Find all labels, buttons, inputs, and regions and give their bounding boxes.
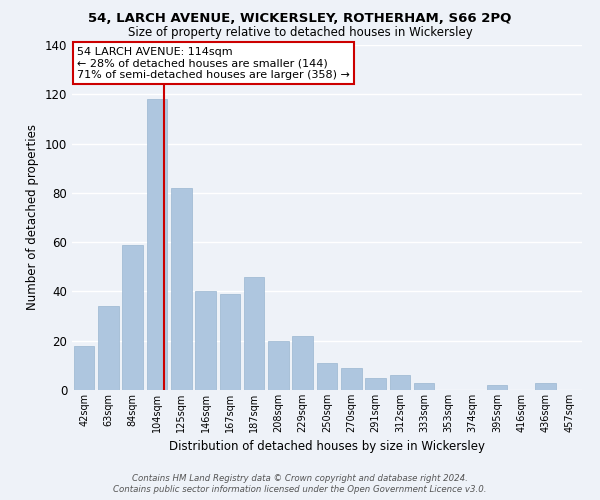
Bar	[122, 244, 143, 390]
Text: 54, LARCH AVENUE, WICKERSLEY, ROTHERHAM, S66 2PQ: 54, LARCH AVENUE, WICKERSLEY, ROTHERHAM,…	[88, 12, 512, 26]
Bar	[487, 385, 508, 390]
Bar	[220, 294, 240, 390]
Text: Contains HM Land Registry data © Crown copyright and database right 2024.
Contai: Contains HM Land Registry data © Crown c…	[113, 474, 487, 494]
Bar	[146, 99, 167, 390]
Bar	[317, 363, 337, 390]
Bar	[244, 276, 265, 390]
Bar	[535, 382, 556, 390]
Bar	[389, 375, 410, 390]
Bar	[414, 382, 434, 390]
Bar	[341, 368, 362, 390]
Text: 54 LARCH AVENUE: 114sqm
← 28% of detached houses are smaller (144)
71% of semi-d: 54 LARCH AVENUE: 114sqm ← 28% of detache…	[77, 46, 350, 80]
Bar	[74, 346, 94, 390]
Bar	[171, 188, 191, 390]
Bar	[195, 292, 216, 390]
X-axis label: Distribution of detached houses by size in Wickersley: Distribution of detached houses by size …	[169, 440, 485, 454]
Text: Size of property relative to detached houses in Wickersley: Size of property relative to detached ho…	[128, 26, 472, 39]
Bar	[292, 336, 313, 390]
Bar	[98, 306, 119, 390]
Bar	[268, 340, 289, 390]
Bar	[365, 378, 386, 390]
Y-axis label: Number of detached properties: Number of detached properties	[26, 124, 39, 310]
